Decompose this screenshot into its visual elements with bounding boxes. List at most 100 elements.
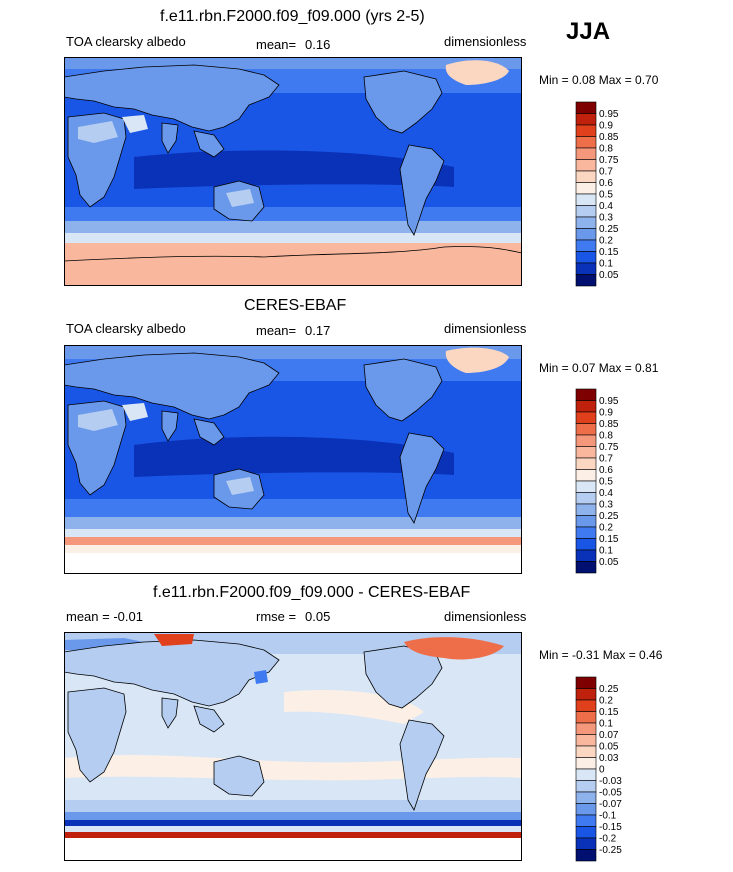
panel-3-rmse-label: rmse = — [256, 609, 297, 624]
colorbar-3-swatch — [575, 837, 597, 850]
colorbar-1-swatch — [575, 228, 597, 241]
colorbar-3-tick-label: 0.1 — [599, 719, 613, 730]
colorbar-3-tick-label: 0.15 — [599, 707, 619, 718]
panel-2-minmax: Min = 0.07 Max = 0.81 — [539, 361, 659, 375]
colorbar-3-swatch — [575, 711, 597, 724]
colorbar-3: 0.250.20.150.10.070.050.030-0.03-0.05-0.… — [575, 676, 622, 862]
colorbar-3-tick-label: -0.05 — [599, 788, 622, 799]
colorbar-3-swatch — [575, 699, 597, 712]
colorbar-1-tick-label: 0.5 — [599, 190, 613, 201]
colorbar-1-swatch — [575, 274, 597, 287]
colorbar-1-swatch — [575, 251, 597, 264]
colorbar-3-tick-label: -0.07 — [599, 799, 622, 810]
colorbar-2-tick-label: 0.25 — [599, 511, 619, 522]
colorbar-2-swatch — [575, 469, 597, 482]
colorbar-2-swatch — [575, 388, 597, 401]
colorbar-2-tick-label: 0.3 — [599, 500, 613, 511]
colorbar-2-tick-label: 0.8 — [599, 431, 613, 442]
colorbar-1-tick-label: 0.95 — [599, 109, 619, 120]
colorbar-2-tick-label: 0.6 — [599, 465, 613, 476]
panel-1-minmax: Min = 0.08 Max = 0.70 — [539, 73, 659, 87]
colorbar-1-swatch — [575, 216, 597, 229]
colorbar-2-swatch — [575, 515, 597, 528]
colorbar-1-swatch — [575, 136, 597, 149]
panel-1-title: f.e11.rbn.F2000.f09_f09.000 (yrs 2-5) — [160, 8, 425, 25]
colorbar-3-tick-label: 0.2 — [599, 696, 613, 707]
panel-3-left-label: mean = -0.01 — [66, 609, 143, 624]
colorbar-3-swatch — [575, 688, 597, 701]
colorbar-3-tick-label: 0.25 — [599, 684, 619, 695]
colorbar-2-tick-label: 0.1 — [599, 546, 613, 557]
colorbar-1-tick-label: 0.4 — [599, 201, 613, 212]
colorbar-1-swatch — [575, 193, 597, 206]
colorbar-2-tick-label: 0.9 — [599, 408, 613, 419]
colorbar-2-tick-label: 0.15 — [599, 534, 619, 545]
colorbar-2-swatch — [575, 423, 597, 436]
colorbar-2-swatch — [575, 549, 597, 562]
map-panel-1 — [64, 57, 522, 286]
colorbar-2-swatch — [575, 480, 597, 493]
colorbar-1-tick-label: 0.3 — [599, 213, 613, 224]
colorbar-2-tick-label: 0.95 — [599, 396, 619, 407]
panel-2-mean-value: 0.17 — [305, 323, 331, 338]
colorbar-1-tick-label: 0.7 — [599, 167, 613, 178]
colorbar-3-tick-label: -0.25 — [599, 845, 622, 856]
colorbar-1-tick-label: 0.1 — [599, 259, 613, 270]
panel-1-units: dimensionless — [444, 34, 527, 49]
colorbar-3-tick-label: -0.03 — [599, 776, 622, 787]
colorbar-2-swatch — [575, 492, 597, 505]
colorbar-2-tick-label: 0.05 — [599, 557, 619, 568]
colorbar-3-swatch — [575, 757, 597, 770]
colorbar-1-swatch — [575, 205, 597, 218]
colorbar-2-tick-label: 0.4 — [599, 488, 613, 499]
panel-3-units: dimensionless — [444, 609, 527, 624]
colorbar-2-tick-label: 0.7 — [599, 454, 613, 465]
colorbar-2-tick-label: 0.85 — [599, 419, 619, 430]
colorbar-2-swatch — [575, 434, 597, 447]
panel-3-title: f.e11.rbn.F2000.f09_f09.000 - CERES-EBAF — [153, 584, 471, 601]
colorbar-1-tick-label: 0.2 — [599, 236, 613, 247]
colorbar-3-swatch — [575, 803, 597, 816]
colorbar-1: 0.950.90.850.80.750.70.60.50.40.30.250.2… — [575, 101, 619, 287]
colorbar-2-swatch — [575, 411, 597, 424]
colorbar-3-swatch — [575, 676, 597, 689]
colorbar-1-tick-label: 0.8 — [599, 144, 613, 155]
colorbar-3-swatch — [575, 722, 597, 735]
colorbar-1-swatch — [575, 113, 597, 126]
panel-1-left-label: TOA clearsky albedo — [66, 34, 186, 49]
colorbar-1-swatch — [575, 182, 597, 195]
colorbar-1-tick-label: 0.9 — [599, 121, 613, 132]
panel-2-mean-label: mean= — [256, 323, 297, 338]
season-label: JJA — [566, 18, 611, 45]
panel-2-left-label: TOA clearsky albedo — [66, 321, 186, 336]
panel-1-mean-label: mean= — [256, 37, 297, 52]
colorbar-1-swatch — [575, 101, 597, 114]
panel-3-minmax: Min = -0.31 Max = 0.46 — [539, 648, 663, 662]
map-panel-2 — [64, 345, 522, 574]
colorbar-1-swatch — [575, 239, 597, 252]
colorbar-1-tick-label: 0.6 — [599, 178, 613, 189]
colorbar-3-tick-label: -0.1 — [599, 811, 617, 822]
colorbar-3-swatch — [575, 780, 597, 793]
map-panel-3 — [64, 632, 522, 861]
colorbar-1-swatch — [575, 147, 597, 160]
colorbar-3-tick-label: -0.15 — [599, 822, 622, 833]
colorbar-3-swatch — [575, 849, 597, 862]
colorbar-3-swatch — [575, 734, 597, 747]
panel-3-rmse-value: 0.05 — [305, 609, 331, 624]
colorbar-1-swatch — [575, 159, 597, 172]
colorbar-3-swatch — [575, 826, 597, 839]
colorbar-1-swatch — [575, 124, 597, 137]
colorbar-1-swatch — [575, 170, 597, 183]
colorbar-2-swatch — [575, 538, 597, 551]
colorbar-3-tick-label: 0.03 — [599, 753, 619, 764]
colorbar-1-tick-label: 0.05 — [599, 270, 619, 281]
colorbar-1-tick-label: 0.75 — [599, 155, 619, 166]
colorbar-2-swatch — [575, 446, 597, 459]
colorbar-3-tick-label: 0.07 — [599, 730, 619, 741]
colorbar-2-swatch — [575, 400, 597, 413]
colorbar-3-swatch — [575, 745, 597, 758]
colorbar-2-tick-label: 0.2 — [599, 523, 613, 534]
panel-2-title: CERES-EBAF — [244, 297, 347, 314]
colorbar-1-swatch — [575, 262, 597, 275]
